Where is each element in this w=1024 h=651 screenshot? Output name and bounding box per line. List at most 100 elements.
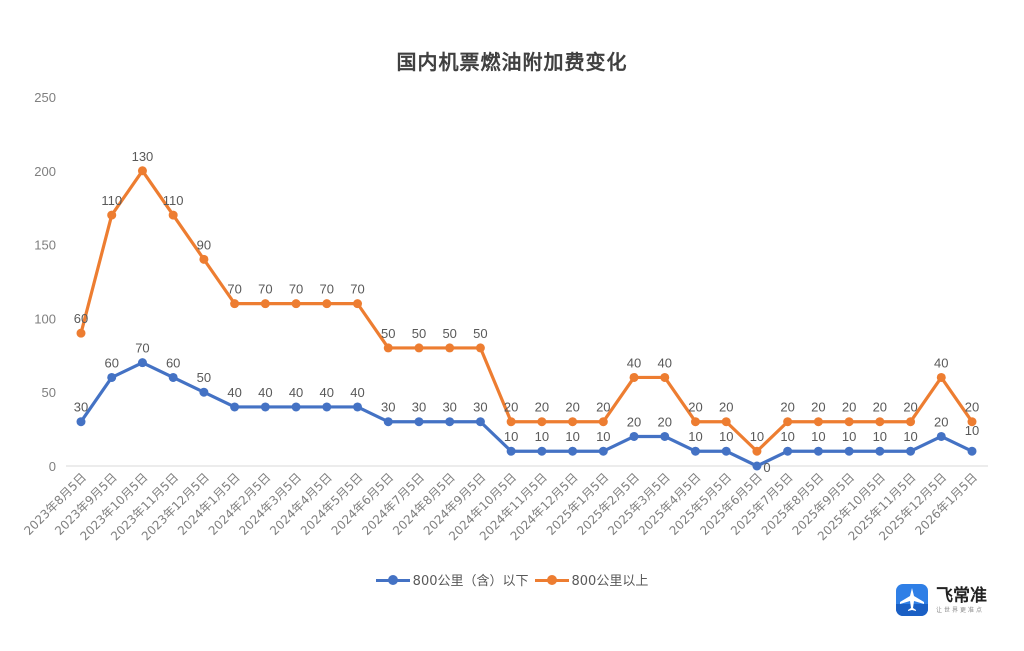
- data-label: 20: [627, 414, 641, 429]
- data-label: 40: [320, 385, 334, 400]
- data-label: 50: [412, 326, 426, 341]
- data-label: 10: [565, 429, 579, 444]
- data-label: 10: [719, 429, 733, 444]
- data-point: [168, 372, 178, 382]
- data-point: [813, 417, 823, 427]
- data-point: [537, 446, 547, 456]
- data-point: [690, 417, 700, 427]
- legend-marker-icon: [534, 574, 569, 585]
- data-point: [107, 210, 117, 220]
- data-point: [506, 446, 516, 456]
- legend-item-over-800km: 800公里以上: [534, 570, 648, 589]
- series-line: [79, 169, 974, 453]
- data-label: 70: [135, 341, 149, 356]
- data-label: 20: [596, 400, 610, 415]
- data-label: 30: [381, 400, 395, 415]
- data-label: 20: [719, 400, 733, 415]
- data-label: 70: [320, 282, 334, 297]
- data-point: [721, 446, 731, 456]
- brand-subtitle: 让世界更准点: [936, 606, 985, 614]
- data-point: [936, 372, 946, 382]
- y-tick-label: 200: [34, 164, 56, 179]
- data-point: [230, 402, 240, 412]
- data-label: 20: [903, 400, 917, 415]
- data-label: 40: [227, 385, 241, 400]
- data-label: 10: [873, 429, 887, 444]
- data-point: [291, 299, 301, 309]
- data-label: 90: [197, 237, 211, 252]
- data-point: [230, 299, 240, 309]
- data-label: 40: [627, 355, 641, 370]
- data-label: 30: [442, 400, 456, 415]
- data-label: 20: [842, 400, 856, 415]
- data-point: [107, 372, 117, 382]
- data-point: [813, 446, 823, 456]
- data-label: 10: [688, 429, 702, 444]
- data-point: [906, 417, 916, 427]
- data-label: 20: [873, 400, 887, 415]
- data-label: 30: [74, 400, 88, 415]
- data-point: [353, 402, 363, 412]
- data-point: [967, 417, 977, 427]
- data-point: [598, 446, 608, 456]
- data-point: [844, 417, 854, 427]
- data-label: 70: [289, 282, 303, 297]
- data-label: 110: [163, 193, 184, 208]
- data-point: [906, 446, 916, 456]
- series-line: [79, 361, 973, 468]
- data-point: [967, 446, 977, 456]
- data-point: [414, 417, 424, 427]
- data-label: 50: [442, 326, 456, 341]
- data-label: 70: [227, 282, 241, 297]
- data-point: [168, 210, 178, 220]
- data-label: 20: [504, 400, 518, 415]
- data-label: 20: [780, 400, 794, 415]
- data-label: 10: [535, 429, 549, 444]
- y-tick-label: 100: [34, 311, 56, 326]
- data-point: [137, 358, 147, 368]
- data-label: 40: [934, 355, 948, 370]
- data-label: 20: [965, 400, 979, 415]
- data-label: 10: [842, 429, 856, 444]
- data-point: [752, 446, 762, 456]
- data-label: 70: [350, 282, 364, 297]
- y-tick-label: 0: [49, 459, 56, 474]
- y-tick-label: 250: [34, 90, 56, 105]
- data-point: [76, 328, 86, 338]
- data-label: 130: [132, 149, 154, 164]
- data-label: 20: [658, 414, 672, 429]
- data-point: [783, 446, 793, 456]
- data-point: [199, 387, 209, 397]
- data-point: [445, 343, 455, 353]
- data-point: [629, 431, 639, 441]
- legend-item-under-800km: 800公里（含）以下: [375, 570, 529, 589]
- data-label: 60: [166, 355, 180, 370]
- y-tick-label: 50: [42, 385, 56, 400]
- data-point: [568, 446, 578, 456]
- y-tick-label: 150: [34, 238, 56, 253]
- data-point: [783, 417, 793, 427]
- data-label: 10: [504, 429, 518, 444]
- chart-title: 国内机票燃油附加费变化: [396, 50, 628, 74]
- data-point: [721, 417, 731, 427]
- data-label: 10: [965, 423, 979, 438]
- data-point: [844, 446, 854, 456]
- data-point: [598, 417, 608, 427]
- data-point: [690, 446, 700, 456]
- chart-legend: 800公里（含）以下 800公里以上: [0, 570, 1024, 589]
- data-point: [76, 417, 86, 427]
- data-label: 50: [197, 370, 211, 385]
- data-label: 10: [750, 429, 764, 444]
- data-point: [506, 417, 516, 427]
- data-label: 10: [596, 429, 610, 444]
- data-point: [875, 446, 885, 456]
- data-label: 20: [811, 400, 825, 415]
- data-point: [322, 402, 332, 412]
- data-label: 40: [658, 355, 672, 370]
- data-label: 60: [104, 355, 118, 370]
- data-point: [936, 431, 946, 441]
- data-label: 30: [412, 400, 426, 415]
- data-label: 110: [101, 193, 122, 208]
- data-point: [260, 402, 270, 412]
